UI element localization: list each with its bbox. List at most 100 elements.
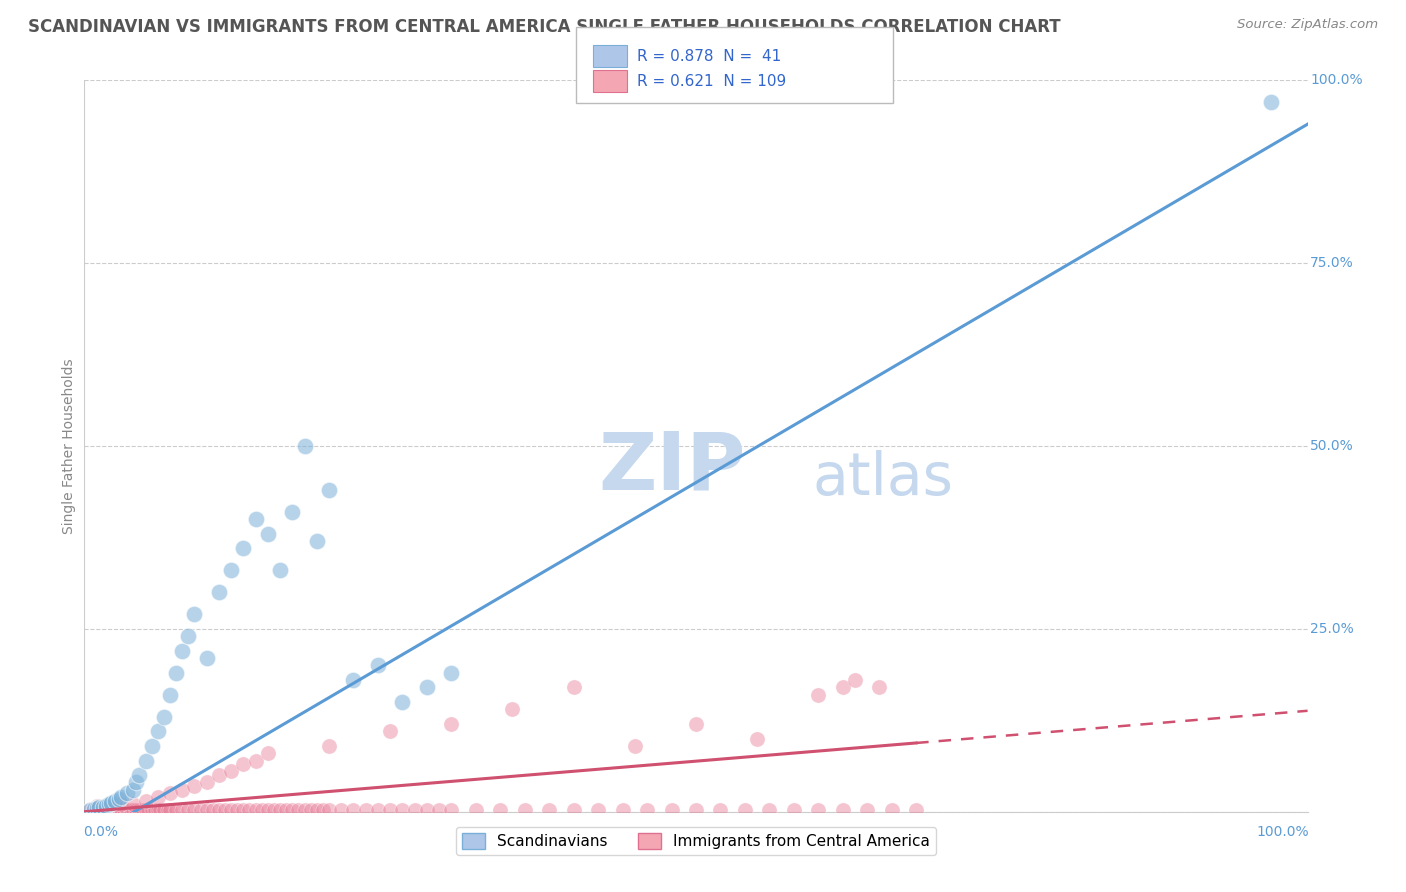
- Text: 25.0%: 25.0%: [1310, 622, 1354, 636]
- Point: [880, 803, 903, 817]
- Point: [807, 688, 830, 702]
- Point: [107, 791, 129, 805]
- Point: [177, 629, 200, 643]
- Point: [312, 803, 335, 817]
- Point: [330, 803, 353, 817]
- Point: [404, 803, 426, 817]
- Point: [183, 779, 205, 793]
- Point: [391, 803, 413, 817]
- Point: [110, 797, 132, 812]
- Point: [195, 803, 218, 817]
- Point: [416, 803, 439, 817]
- Point: [91, 803, 114, 817]
- Point: [232, 541, 254, 556]
- Text: Source: ZipAtlas.com: Source: ZipAtlas.com: [1237, 18, 1378, 31]
- Point: [110, 790, 132, 805]
- Point: [208, 585, 231, 599]
- Point: [86, 803, 108, 817]
- Point: [305, 534, 328, 549]
- Point: [562, 681, 585, 695]
- Point: [115, 803, 138, 817]
- Point: [318, 803, 340, 817]
- Point: [100, 803, 122, 817]
- Point: [747, 731, 769, 746]
- Point: [87, 803, 110, 817]
- Point: [86, 801, 108, 815]
- Point: [245, 754, 267, 768]
- Point: [122, 797, 145, 812]
- Legend: Scandinavians, Immigrants from Central America: Scandinavians, Immigrants from Central A…: [456, 827, 936, 855]
- Text: 0.0%: 0.0%: [83, 825, 118, 838]
- Text: R = 0.621  N = 109: R = 0.621 N = 109: [637, 74, 786, 88]
- Point: [661, 803, 683, 817]
- Point: [685, 717, 707, 731]
- Point: [136, 803, 159, 817]
- Point: [464, 803, 486, 817]
- Point: [257, 803, 280, 817]
- Point: [146, 790, 169, 805]
- Point: [245, 512, 267, 526]
- Point: [869, 681, 891, 695]
- Point: [97, 798, 120, 813]
- Point: [287, 803, 309, 817]
- Point: [269, 563, 291, 577]
- Point: [135, 754, 157, 768]
- Point: [440, 803, 463, 817]
- Point: [489, 803, 512, 817]
- Point: [201, 803, 224, 817]
- Point: [238, 803, 260, 817]
- Y-axis label: Single Father Households: Single Father Households: [62, 359, 76, 533]
- Point: [562, 803, 585, 817]
- Point: [141, 803, 163, 817]
- Point: [440, 717, 463, 731]
- Point: [281, 803, 304, 817]
- Point: [100, 796, 122, 810]
- Point: [281, 505, 304, 519]
- Point: [122, 782, 145, 797]
- Point: [856, 803, 879, 817]
- Point: [91, 799, 114, 814]
- Text: 100.0%: 100.0%: [1256, 825, 1309, 838]
- Point: [219, 563, 242, 577]
- Point: [538, 803, 561, 817]
- Point: [120, 803, 142, 817]
- Point: [128, 768, 150, 782]
- Point: [195, 775, 218, 789]
- Point: [427, 803, 450, 817]
- Point: [685, 803, 707, 817]
- Point: [299, 803, 322, 817]
- Point: [165, 803, 187, 817]
- Point: [159, 803, 181, 817]
- Point: [219, 764, 242, 779]
- Point: [219, 803, 242, 817]
- Point: [96, 798, 118, 813]
- Point: [318, 483, 340, 497]
- Point: [257, 746, 280, 760]
- Text: ZIP: ZIP: [598, 429, 745, 507]
- Point: [146, 803, 169, 817]
- Point: [195, 651, 218, 665]
- Point: [831, 681, 853, 695]
- Point: [165, 665, 187, 680]
- Point: [214, 803, 236, 817]
- Point: [146, 724, 169, 739]
- Point: [112, 803, 135, 817]
- Point: [232, 803, 254, 817]
- Point: [83, 802, 105, 816]
- Point: [318, 739, 340, 753]
- Point: [135, 803, 157, 817]
- Point: [734, 803, 756, 817]
- Point: [783, 803, 806, 817]
- Point: [905, 803, 928, 817]
- Point: [79, 803, 101, 817]
- Point: [380, 724, 402, 739]
- Point: [257, 526, 280, 541]
- Point: [79, 803, 101, 817]
- Point: [440, 665, 463, 680]
- Point: [269, 803, 291, 817]
- Point: [612, 803, 634, 817]
- Point: [367, 803, 389, 817]
- Point: [143, 803, 166, 817]
- Point: [107, 803, 129, 817]
- Point: [97, 803, 120, 817]
